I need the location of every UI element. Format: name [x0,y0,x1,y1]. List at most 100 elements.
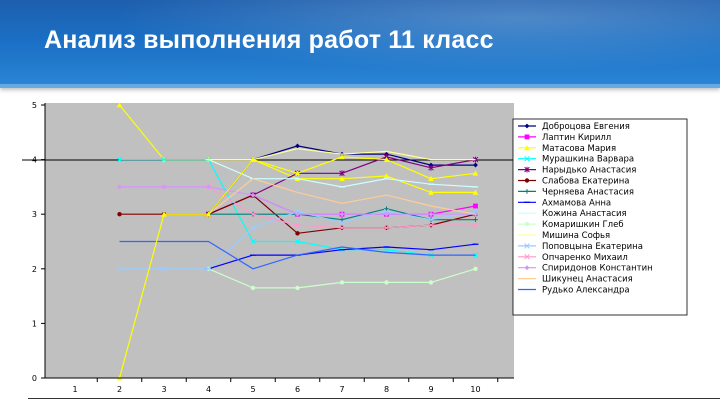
data-point [205,211,212,217]
data-point [383,156,390,162]
x-tick-label: 8 [384,385,389,394]
data-point [250,211,256,217]
legend-label: Матасова Мария [542,144,616,154]
legend-item: Комаришкин Глеб [518,220,624,230]
data-point [294,238,301,245]
x-tick-label: 4 [206,385,211,394]
legend-label: Нарыдько Анастасия [542,166,636,176]
data-point [250,238,256,245]
x-tick-label: 1 [72,385,77,394]
legend-box [512,118,688,316]
legend-item: Черняева Анастасия [518,187,634,197]
data-point [294,170,301,176]
data-point [472,170,479,176]
legend-label: Поповцына Екатерина [542,242,643,252]
data-point [117,184,122,190]
legend-item: Матасова Мария [518,144,616,154]
legend-marker [524,178,530,183]
data-point [428,280,434,285]
data-point [161,211,167,217]
line-chart: 0 1 2 3 4 5 1 2 3 4 5 6 7 8 9 10 Доброцова ЕвгенияЛапти… [22,95,698,395]
legend-label: Шикунец Анастасия [542,275,633,285]
y-tick-label: 4 [32,156,37,165]
data-point [339,280,345,285]
data-point [472,208,479,215]
legend-label: Ахмамова Анна [542,198,611,208]
data-point [473,211,478,217]
legend-item: Мурашкина Варвара [518,155,634,165]
series-line [119,240,476,270]
data-point [339,219,345,226]
data-point [473,266,478,271]
series-16 [119,240,476,270]
legend-marker [524,189,530,194]
data-point [383,246,390,253]
data-point [116,266,123,272]
legend-item: Спиридонов Константин [518,264,653,274]
legend-label: Спиридонов Константин [542,264,653,274]
legend-item: Рудько Александра [518,286,630,296]
legend-marker [524,166,530,173]
footer-divider [28,398,720,399]
data-point [339,217,345,223]
legend-item: Кожина Анастасия [518,209,627,219]
data-point [295,231,300,236]
legend-label: Доброцова Евгения [542,122,630,132]
plot-area [45,103,514,378]
data-point [116,102,123,108]
data-point [161,184,167,190]
data-point [205,266,212,272]
data-point [206,184,211,190]
data-point [472,189,479,195]
legend-item: Опчаренко Михаил [518,253,628,263]
data-point [161,266,167,272]
legend-marker [524,123,530,129]
legend-label: Опчаренко Михаил [542,253,628,263]
data-point [384,280,389,285]
data-point [339,175,345,182]
legend-marker [524,145,530,151]
banner-bottom-line [0,84,720,88]
data-point [428,222,434,228]
data-point [473,203,478,209]
legend-item: Доброцова Евгения [518,122,630,132]
x-tick-label: 3 [161,385,166,394]
x-tick-label: 10 [470,385,480,394]
data-point [384,206,389,212]
data-point [117,212,122,217]
data-point [250,192,256,198]
legend-marker [524,265,530,271]
x-tick-label: 6 [295,385,300,394]
data-point [295,211,300,217]
legend-item: Слабова Екатерина [518,177,630,187]
data-point [250,156,256,162]
x-tick-label: 2 [117,385,122,394]
x-tick-label: 5 [250,385,255,394]
data-point [384,211,389,217]
data-point [161,156,167,163]
legend-label: Мишина Софья [542,231,610,241]
series-line [208,178,476,215]
legend-label: Мурашкина Варвара [542,155,634,165]
title-banner: Анализ выполнения работ 11 класс [0,0,720,88]
data-point [428,164,434,171]
x-tick-label: 9 [428,385,433,394]
series-17 [116,154,479,381]
legend-item: Шикунец Анастасия [518,275,633,285]
y-tick-label: 5 [32,101,37,110]
data-point [472,222,479,228]
legend-label: Лаптин Кирилл [542,133,611,143]
banner-sheen [0,0,720,88]
data-point [428,216,434,223]
legend-marker [524,254,530,260]
data-point [295,285,300,291]
legend-label: Слабова Екатерина [542,177,630,187]
data-point [473,217,478,223]
y-tick-label: 0 [32,374,37,383]
legend-item: Ахмамова Анна [518,198,611,208]
data-point [428,189,434,195]
legend-marker [524,155,530,162]
series-12 [116,208,479,272]
series-10 [206,266,478,291]
data-point [339,225,345,231]
